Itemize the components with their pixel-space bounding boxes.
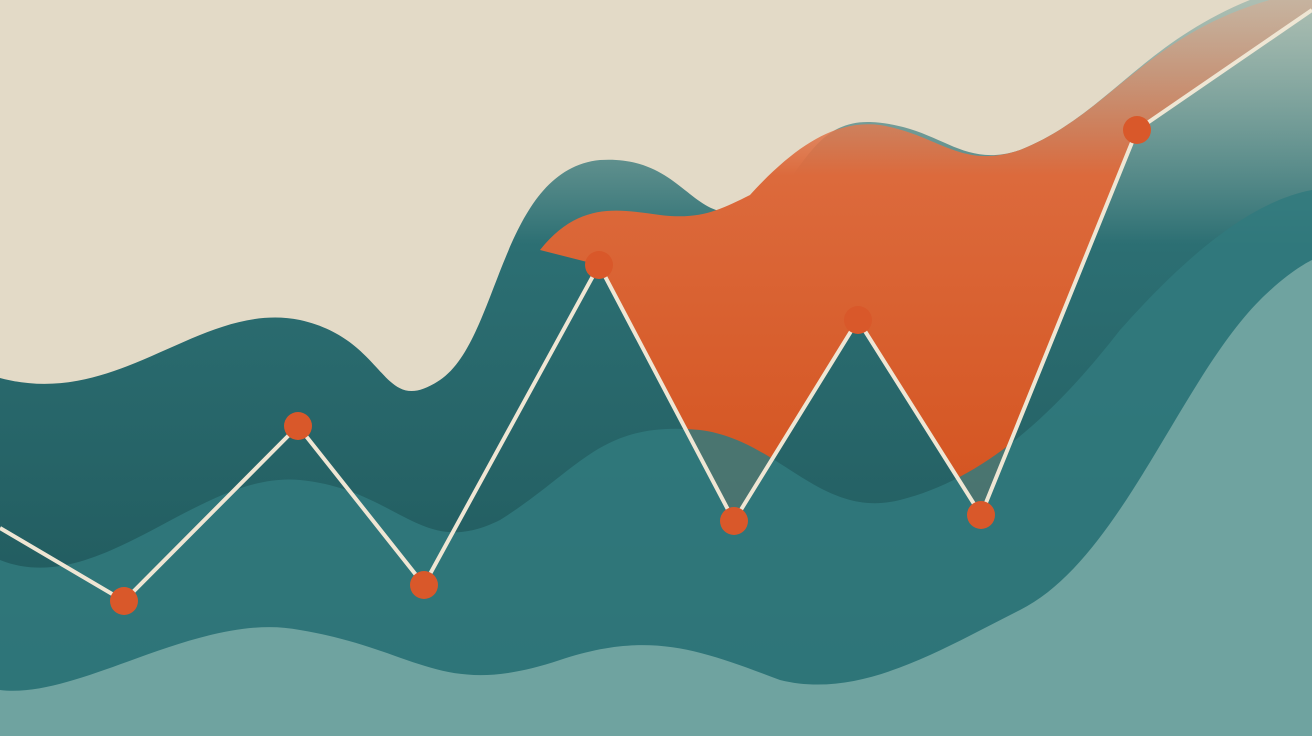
data-point-marker-4: [585, 251, 613, 279]
light-teal-wave: [0, 260, 1312, 736]
data-point-marker-7: [967, 501, 995, 529]
trend-line-group: [0, 8, 1312, 615]
mid-teal-wave: [0, 190, 1312, 736]
data-point-marker-2: [284, 412, 312, 440]
data-point-marker-3: [410, 571, 438, 599]
data-point-marker-8: [1123, 116, 1151, 144]
data-point-marker-6: [844, 306, 872, 334]
orange-band: [540, 0, 1312, 521]
data-point-marker-1: [110, 587, 138, 615]
trend-line: [0, 8, 1312, 604]
data-point-marker-5: [720, 507, 748, 535]
